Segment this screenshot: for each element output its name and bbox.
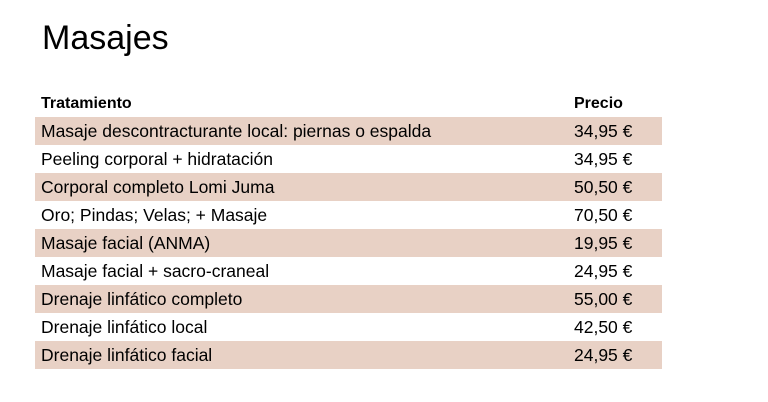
treatment-cell: Oro; Pindas; Velas; + Masaje [41, 204, 268, 225]
table-row: Masaje descontracturante local: piernas … [35, 117, 662, 145]
price-cell: 34,95 € [574, 148, 633, 169]
price-cell: 19,95 € [574, 232, 633, 253]
price-cell: 55,00 € [574, 288, 633, 309]
treatment-cell: Drenaje linfático facial [41, 344, 213, 365]
table-row: Corporal completo Lomi Juma 50,50 € [35, 173, 662, 201]
table-header: Tratamiento Precio [35, 90, 662, 117]
price-cell: 42,50 € [574, 316, 633, 337]
price-cell: 24,95 € [574, 344, 633, 365]
price-table: Tratamiento Precio Masaje descontractura… [35, 90, 662, 369]
treatment-cell: Peeling corporal + hidratación [41, 148, 274, 169]
page-title: Masajes [42, 19, 169, 57]
table-row: Drenaje linfático local 42,50 € [35, 313, 662, 341]
treatment-cell: Masaje facial (ANMA) [41, 232, 211, 253]
price-cell: 34,95 € [574, 120, 633, 141]
table-row: Oro; Pindas; Velas; + Masaje 70,50 € [35, 201, 662, 229]
table-row: Masaje facial (ANMA) 19,95 € [35, 229, 662, 257]
header-treatment: Tratamiento [41, 94, 132, 112]
price-cell: 50,50 € [574, 176, 633, 197]
price-cell: 24,95 € [574, 260, 633, 281]
treatment-cell: Corporal completo Lomi Juma [41, 176, 275, 197]
table-row: Masaje facial + sacro-craneal 24,95 € [35, 257, 662, 285]
treatment-cell: Masaje descontracturante local: piernas … [41, 120, 432, 141]
table-row: Drenaje linfático completo 55,00 € [35, 285, 662, 313]
table-row: Peeling corporal + hidratación 34,95 € [35, 145, 662, 173]
header-price: Precio [574, 94, 623, 112]
treatment-cell: Drenaje linfático completo [41, 288, 243, 309]
treatment-cell: Drenaje linfático local [41, 316, 208, 337]
price-cell: 70,50 € [574, 204, 633, 225]
treatment-cell: Masaje facial + sacro-craneal [41, 260, 270, 281]
table-row: Drenaje linfático facial 24,95 € [35, 341, 662, 369]
